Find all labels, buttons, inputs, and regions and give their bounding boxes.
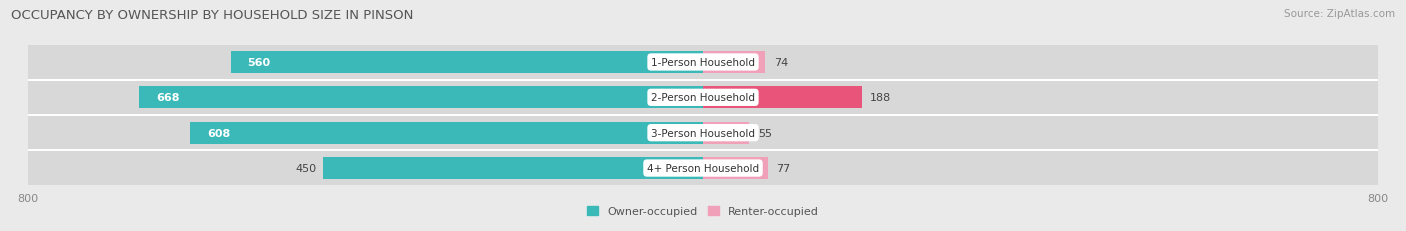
Bar — [703, 117, 1378, 150]
Text: Source: ZipAtlas.com: Source: ZipAtlas.com — [1284, 9, 1395, 19]
Bar — [231, 52, 703, 74]
Text: 560: 560 — [247, 58, 270, 68]
Text: 4+ Person Household: 4+ Person Household — [647, 163, 759, 173]
Text: 668: 668 — [156, 93, 180, 103]
Bar — [703, 52, 765, 74]
Bar — [703, 122, 749, 144]
Text: 74: 74 — [773, 58, 789, 68]
Bar — [28, 117, 703, 150]
Text: 2-Person Household: 2-Person Household — [651, 93, 755, 103]
Bar — [703, 81, 1378, 114]
Bar — [139, 87, 703, 109]
Text: 450: 450 — [295, 163, 316, 173]
Bar — [28, 46, 703, 79]
Text: 1-Person Household: 1-Person Household — [651, 58, 755, 68]
Bar — [703, 87, 862, 109]
Text: OCCUPANCY BY OWNERSHIP BY HOUSEHOLD SIZE IN PINSON: OCCUPANCY BY OWNERSHIP BY HOUSEHOLD SIZE… — [11, 9, 413, 22]
Text: 3-Person Household: 3-Person Household — [651, 128, 755, 138]
Bar — [323, 157, 703, 179]
Bar — [703, 152, 1378, 185]
Bar — [28, 152, 703, 185]
Text: 77: 77 — [776, 163, 790, 173]
Text: 608: 608 — [207, 128, 231, 138]
Bar — [703, 46, 1378, 79]
Text: 188: 188 — [870, 93, 891, 103]
Bar — [28, 81, 703, 114]
Bar — [190, 122, 703, 144]
Legend: Owner-occupied, Renter-occupied: Owner-occupied, Renter-occupied — [586, 206, 820, 216]
Text: 55: 55 — [758, 128, 772, 138]
Bar — [703, 157, 768, 179]
